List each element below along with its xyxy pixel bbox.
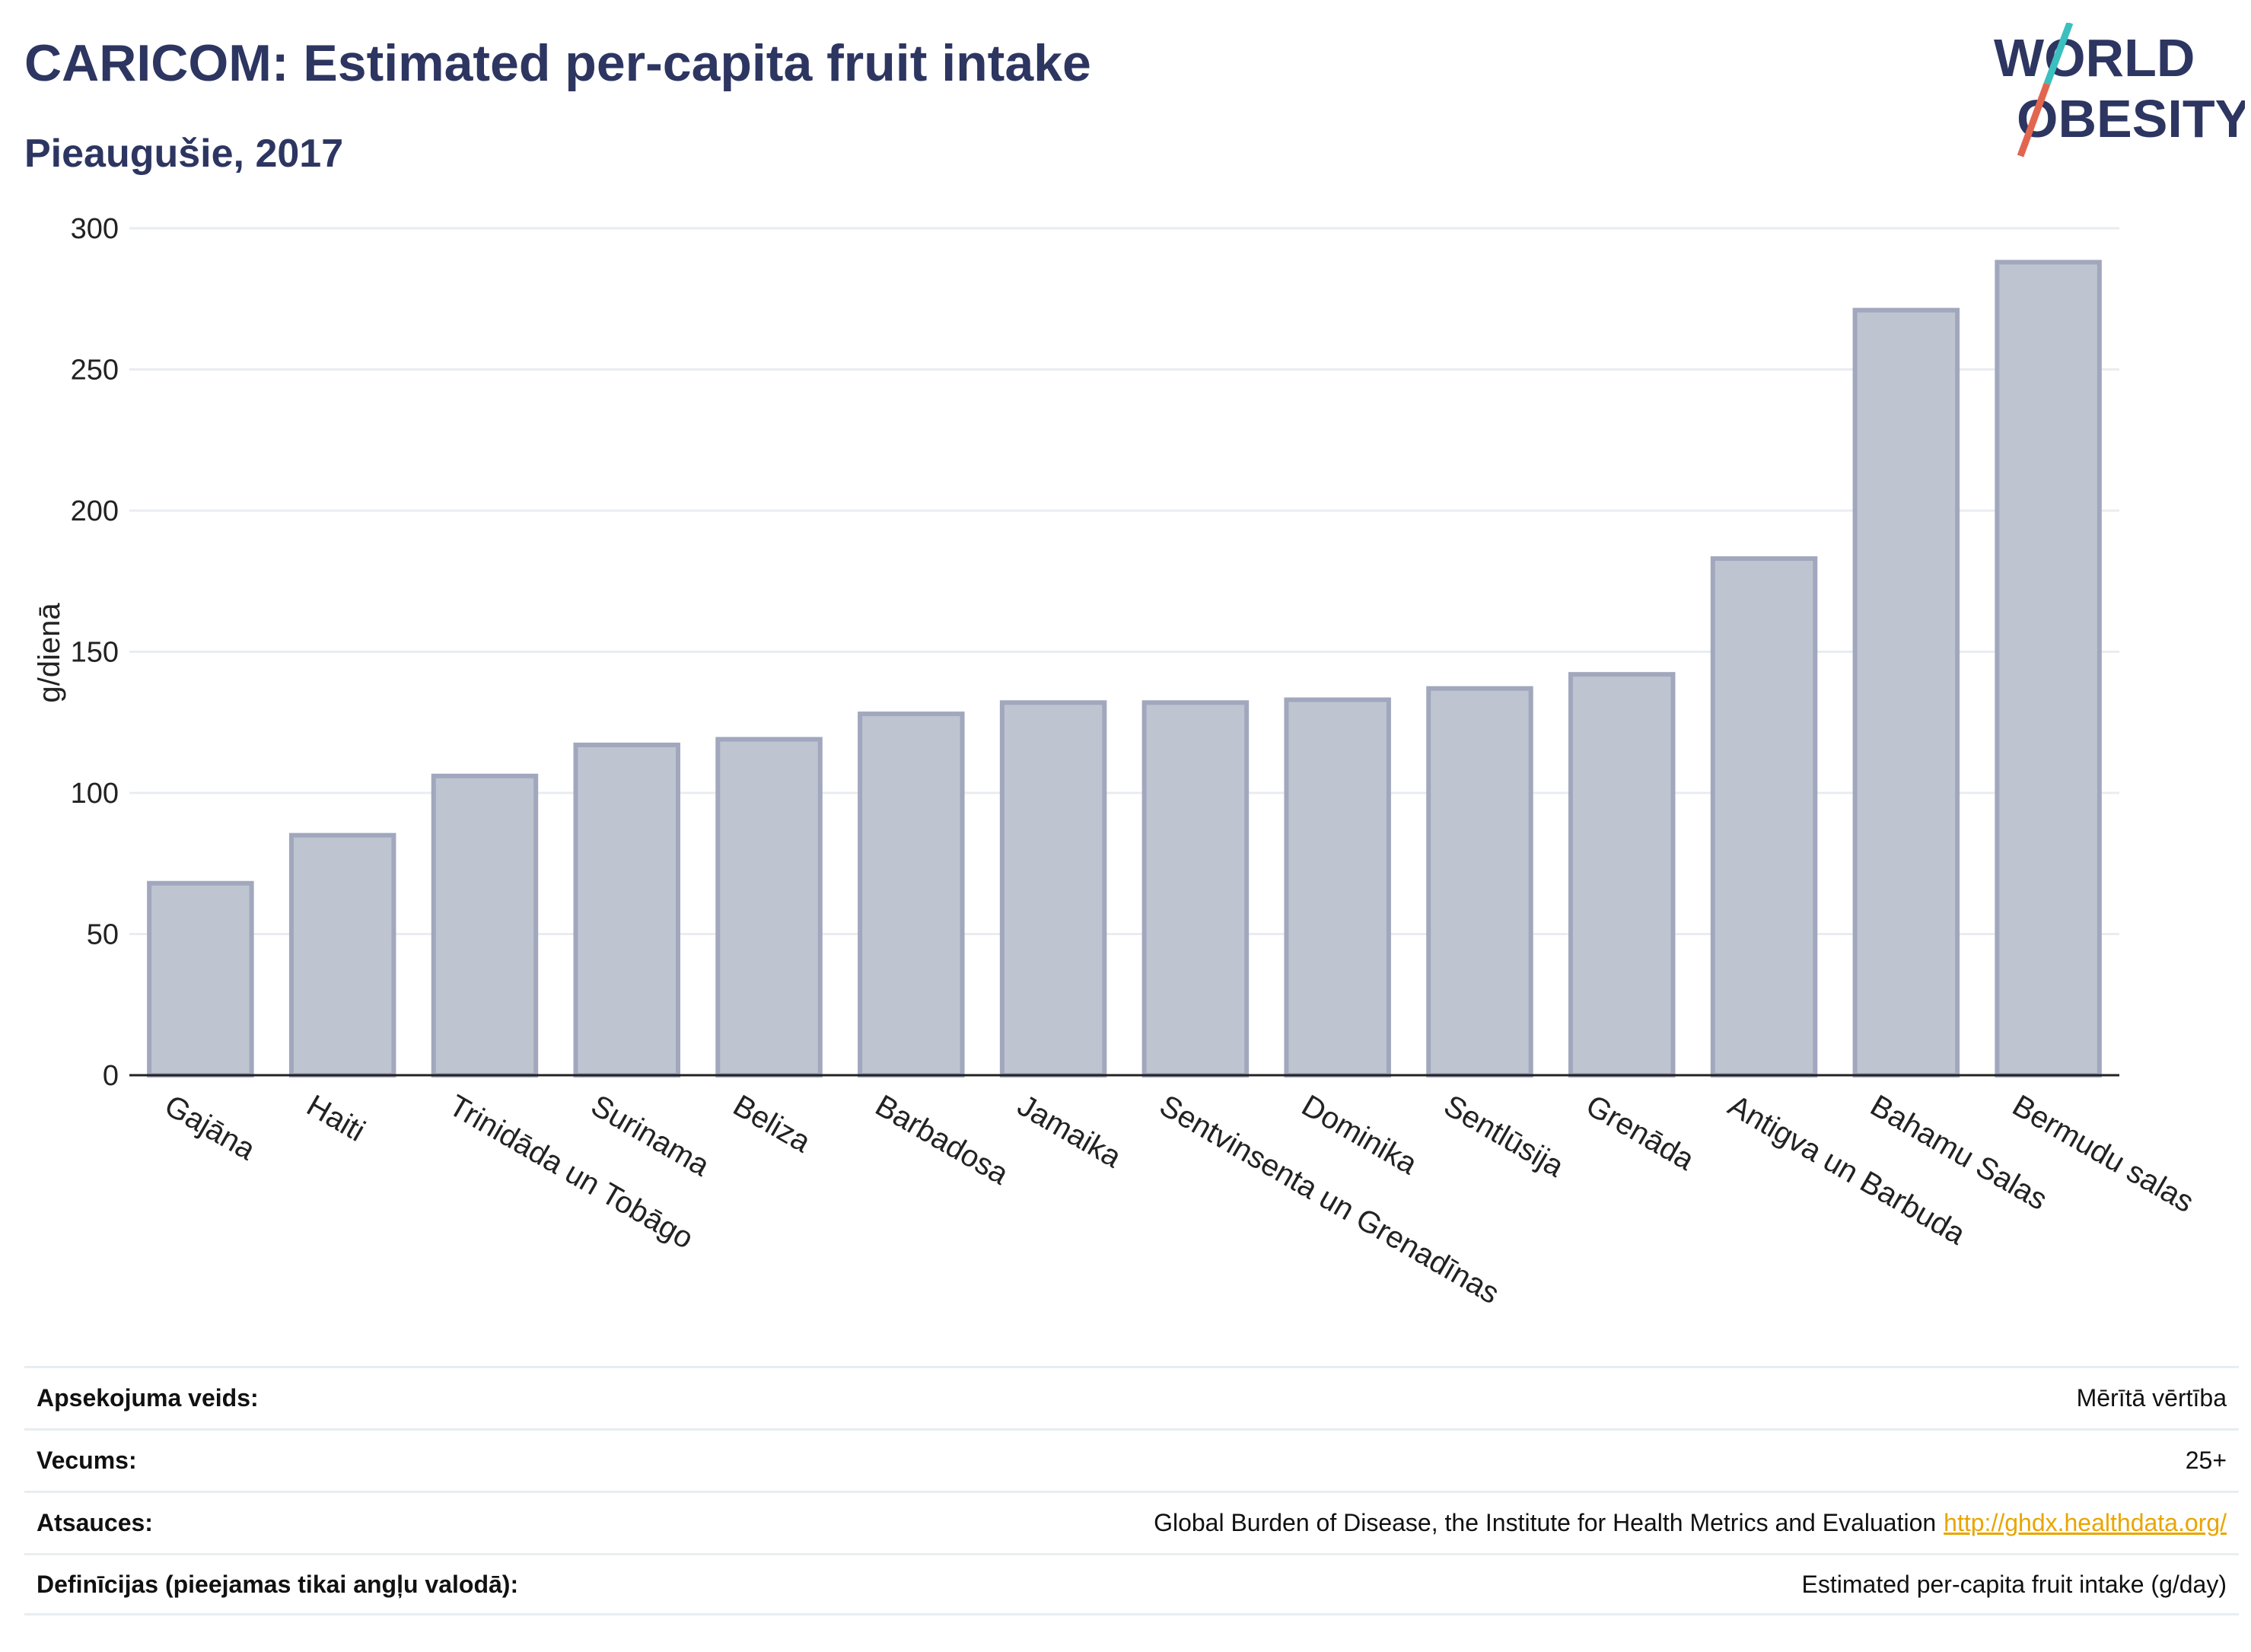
x-tick-label: Grenāda [1581,1089,1700,1177]
logo-word-obesity: OBESITY [2017,89,2245,148]
metadata-value-text: Global Burden of Disease, the Institute … [1154,1509,1937,1536]
bar[interactable] [999,700,1107,1078]
y-tick-label: 50 [87,919,119,951]
x-tick-label: Barbadosa [870,1089,1014,1192]
x-tick-label: Trinidāda un Tobāgo [443,1089,699,1256]
metadata-label: Apsekojuma veids: [37,1384,259,1412]
y-tick-label: 0 [103,1060,119,1092]
x-tick-label: Beliza [728,1089,817,1160]
logo-slash-top [2043,23,2074,85]
bar-chart: 0 50 100 150 200 250 300 Gajāna Haiti Trinidāda … [33,213,2199,1311]
metadata-row: Apsekojuma veids: Mērītā vērtība [24,1366,2239,1428]
x-tick-label: Surinama [585,1089,715,1183]
y-tick-label: 200 [71,495,119,527]
x-tick-label: Gajāna [159,1089,261,1167]
logo-word-world: WORLD [1994,28,2195,88]
grid-lines [129,227,2119,935]
x-tick-label: Sentlūsija [1438,1089,1570,1184]
metadata-value: Estimated per-capita fruit intake (g/day… [1802,1571,2227,1599]
bar[interactable] [147,880,254,1077]
metadata-row: Definīcijas (pieejamas tikai angļu valod… [24,1553,2239,1615]
bar[interactable] [1852,307,1960,1077]
source-link[interactable]: http://ghdx.healthdata.org/ [1944,1509,2227,1536]
y-tick-label: 300 [71,213,119,245]
y-axis-label: g/dienā [33,603,66,703]
bar[interactable] [288,832,396,1078]
metadata-table: Apsekojuma veids: Mērītā vērtība Vecums: 25… [24,1366,2239,1615]
bar[interactable] [1710,556,1818,1077]
metadata-value: Mērītā vērtība [2077,1384,2227,1412]
metadata-label: Vecums: [37,1447,137,1474]
metadata-value-text: Estimated per-capita fruit intake (g/day… [1801,1570,2227,1598]
bar[interactable] [858,711,965,1077]
metadata-label: Atsauces: [37,1509,153,1536]
x-tick-label: Dominika [1296,1089,1423,1182]
x-tick-label: Antigva un Barbuda [1723,1089,1972,1252]
metadata-row: Atsauces: Global Burden of Disease, the I… [24,1491,2239,1553]
bar[interactable] [573,742,680,1077]
bar[interactable] [1426,686,1533,1077]
world-obesity-logo: WORLD OBESITY [1994,23,2245,158]
bar[interactable] [715,737,823,1077]
y-tick-label: 250 [71,355,119,387]
x-tick-label: Haiti [301,1089,371,1148]
logo-slash-bottom [2017,82,2051,158]
metadata-value: Global Burden of Disease, the Institute … [1154,1509,2227,1537]
y-tick-label: 150 [71,637,119,669]
bar[interactable] [1995,259,2102,1077]
chart-subtitle: Pieaugušie, 2017 [24,132,344,176]
bar[interactable] [431,773,539,1077]
bar[interactable] [1568,672,1676,1077]
y-axis-ticks: 0 50 100 150 200 250 300 [71,213,119,1092]
y-tick-label: 100 [71,778,119,810]
metadata-value-text: Mērītā vērtība [2076,1384,2227,1412]
bar[interactable] [1284,697,1391,1077]
metadata-label: Definīcijas (pieejamas tikai angļu valod… [37,1570,519,1598]
chart-title: CARICOM: Estimated per-capita fruit inta… [24,34,1091,92]
metadata-row: Vecums: 25+ [24,1428,2239,1491]
bars [147,259,2102,1078]
bar[interactable] [1141,700,1250,1078]
metadata-value-text: 25+ [2185,1447,2227,1474]
metadata-value: 25+ [2186,1447,2227,1475]
x-tick-label: Jamaika [1012,1089,1128,1175]
